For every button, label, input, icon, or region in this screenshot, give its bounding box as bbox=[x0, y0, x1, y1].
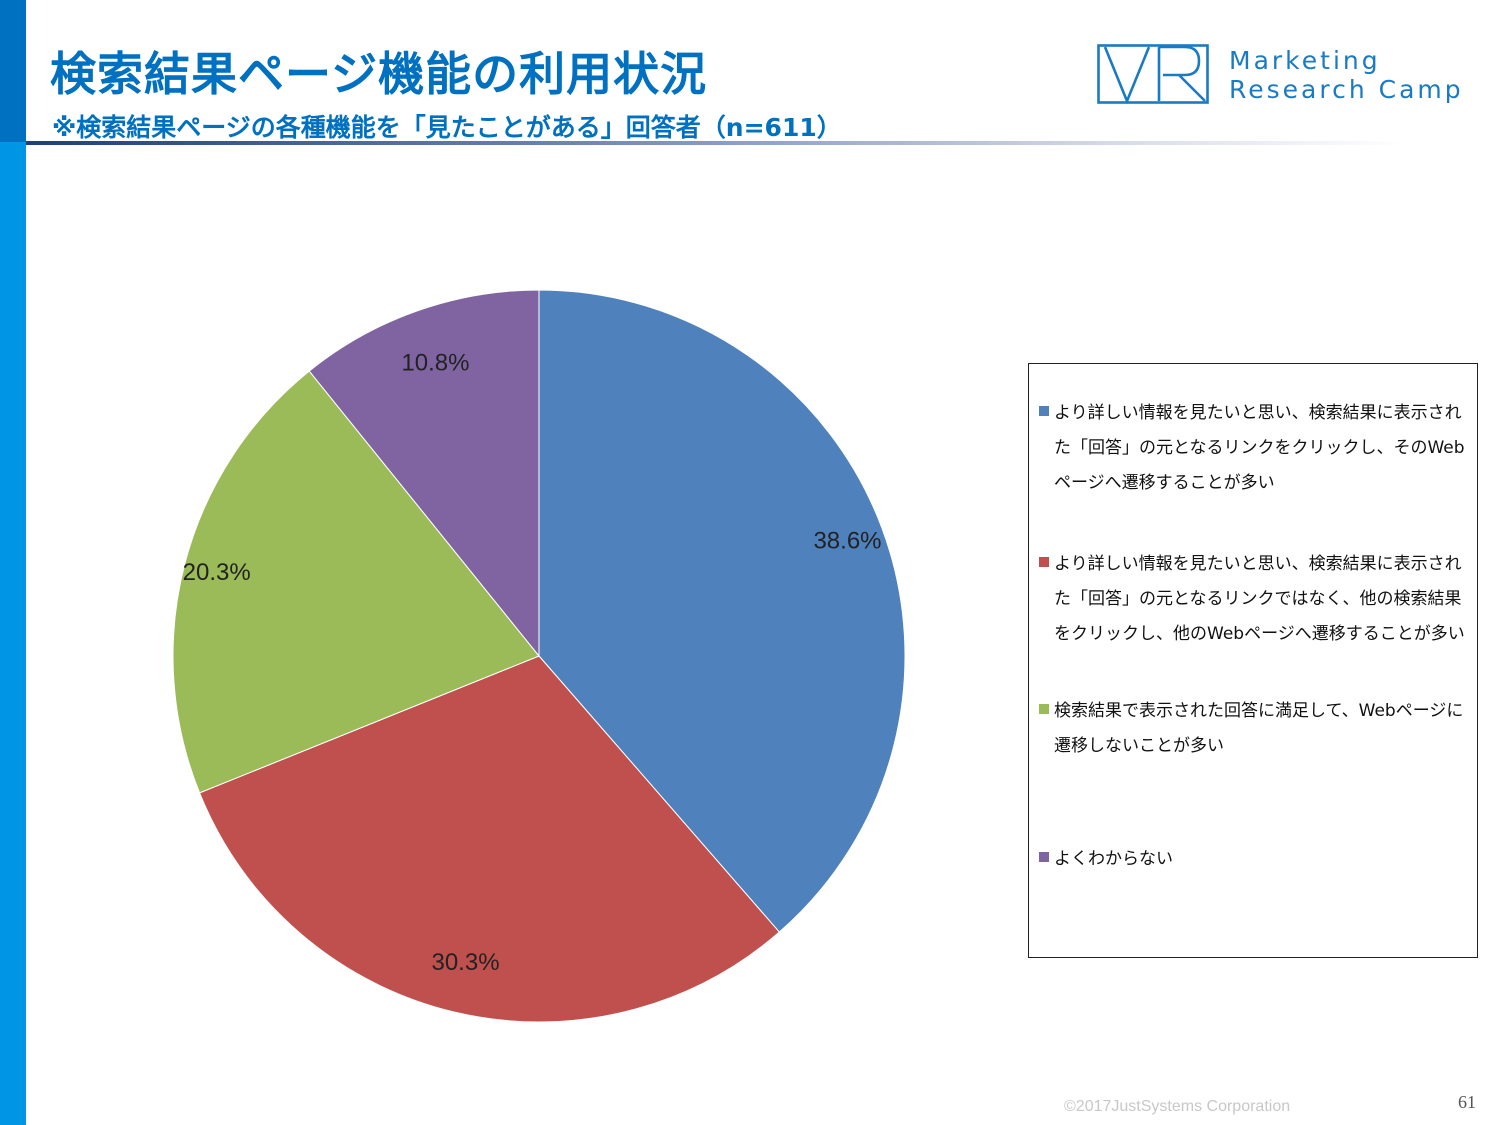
legend-item: より詳しい情報を見たいと思い、検索結果に表示された「回答」の元となるリンクをクリ… bbox=[1039, 396, 1473, 501]
legend-label: より詳しい情報を見たいと思い、検索結果に表示された「回答」の元となるリンクをクリ… bbox=[1054, 403, 1465, 493]
legend-swatch bbox=[1039, 406, 1049, 416]
legend-label: より詳しい情報を見たいと思い、検索結果に表示された「回答」の元となるリンクではな… bbox=[1054, 554, 1465, 644]
pie-slice-1 bbox=[538, 289, 906, 933]
legend-label: よくわからない bbox=[1054, 849, 1173, 869]
side-accent-bar bbox=[0, 0, 26, 1125]
legend-item: より詳しい情報を見たいと思い、検索結果に表示された「回答」の元となるリンクではな… bbox=[1039, 547, 1473, 652]
legend-item: よくわからない bbox=[1039, 842, 1473, 877]
pie-data-label-2: 30.3% bbox=[431, 949, 499, 976]
legend-swatch bbox=[1039, 852, 1049, 862]
pie-slice-4 bbox=[308, 289, 540, 658]
legend-swatch bbox=[1039, 557, 1049, 567]
chart-legend: より詳しい情報を見たいと思い、検索結果に表示された「回答」の元となるリンクをクリ… bbox=[1028, 363, 1478, 958]
header-divider bbox=[26, 141, 1406, 145]
pie-slices bbox=[172, 289, 906, 1023]
logo-text: Marketing Research Camp bbox=[1229, 46, 1464, 104]
side-accent-bar-top bbox=[0, 0, 26, 142]
pie-slice-3 bbox=[172, 370, 540, 794]
pie-data-label-1: 38.6% bbox=[813, 528, 881, 555]
mr-logo-mark-icon bbox=[1097, 44, 1209, 104]
page-title: 検索結果ページ機能の利用状況 bbox=[50, 47, 708, 101]
legend-item: 検索結果で表示された回答に満足して、Webページに遷移しないことが多い bbox=[1039, 694, 1473, 764]
pie-data-labels: 38.6% 30.3% 20.3% 10.8% bbox=[183, 350, 882, 976]
legend-label: 検索結果で表示された回答に満足して、Webページに遷移しないことが多い bbox=[1054, 701, 1464, 756]
pie-data-label-3: 20.3% bbox=[183, 559, 251, 586]
page-number: 61 bbox=[1458, 1092, 1476, 1112]
company-logo: Marketing Research Camp bbox=[1097, 44, 1485, 106]
logo-line-1: Marketing bbox=[1229, 46, 1381, 75]
legend-swatch bbox=[1039, 704, 1049, 714]
copyright-text: ©2017JustSystems Corporation bbox=[1064, 1098, 1291, 1115]
logo-line-2: Research Camp bbox=[1229, 75, 1464, 104]
pie-data-label-4: 10.8% bbox=[401, 350, 469, 377]
page-subtitle: ※検索結果ページの各種機能を「見たことがある」回答者（n=611） bbox=[52, 113, 842, 142]
pie-slice-2 bbox=[198, 655, 781, 1023]
